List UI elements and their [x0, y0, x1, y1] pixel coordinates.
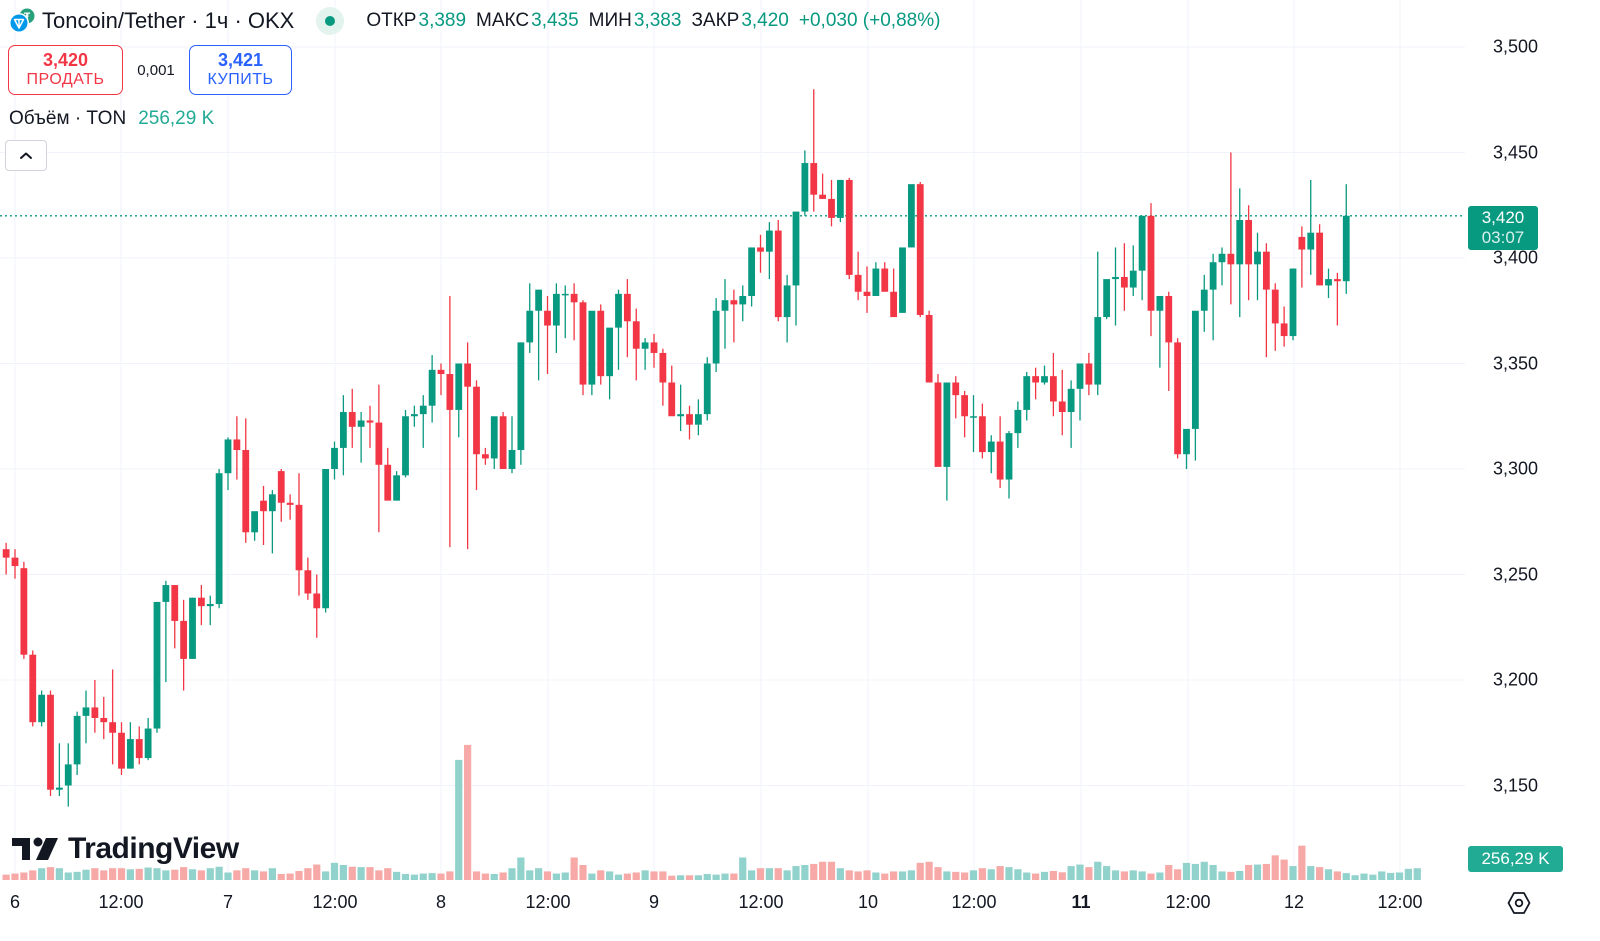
time-axis-label: 7: [222, 892, 234, 912]
time-axis-label: 12:00: [1377, 892, 1423, 912]
time-axis-label: 10: [857, 892, 879, 912]
symbol-icon: ₮: [8, 7, 36, 35]
time-axis-label: 12:00: [1165, 892, 1211, 912]
chart-legend-header: ₮ Toncoin/Tether · 1ч · OKX ОТКР 3,389 М…: [8, 6, 940, 36]
close-value: 3,420: [741, 10, 789, 31]
chart-grid: [0, 0, 1465, 880]
open-value: 3,389: [418, 10, 467, 31]
time-axis-label: 12:00: [738, 892, 784, 912]
buy-label: КУПИТЬ: [207, 71, 274, 88]
last-price-value: 3,420: [1481, 208, 1525, 227]
time-axis-label: 12: [1283, 892, 1305, 912]
price-axis-label: 3,250: [1492, 564, 1538, 584]
price-axis-label: 3,350: [1492, 353, 1538, 373]
price-axis-label: 3,500: [1492, 36, 1538, 57]
price-axis-label: 3,400: [1492, 247, 1538, 268]
low-label: МИН: [588, 10, 632, 31]
volume-legend[interactable]: Объём · TON 256,29 K: [9, 108, 214, 130]
collapse-legend-button[interactable]: [5, 140, 47, 171]
sell-label: ПРОДАТЬ: [26, 71, 105, 88]
trade-buttons: 3,420 ПРОДАТЬ 0,001 3,421 КУПИТЬ: [8, 45, 292, 95]
time-axis-label: 11: [1071, 892, 1091, 912]
change-value: +0,030 (+0,88%): [798, 10, 941, 31]
time-axis-label: 6: [9, 892, 21, 912]
svg-text:₮: ₮: [24, 12, 31, 22]
close-label: ЗАКР: [691, 10, 740, 31]
time-axis-label: 8: [435, 892, 447, 912]
price-candles: [2, 89, 1350, 807]
volume-bars: [2, 744, 1421, 880]
volume-label: Объём · TON: [9, 108, 127, 129]
time-axis-label: 9: [648, 892, 660, 912]
time-axis-label: 12:00: [98, 892, 144, 912]
time-axis-label: 12:00: [525, 892, 571, 912]
price-axis-label: 3,200: [1492, 669, 1538, 690]
sell-button[interactable]: 3,420 ПРОДАТЬ: [8, 45, 123, 95]
sell-price: 3,420: [42, 50, 89, 70]
buy-price: 3,421: [217, 50, 264, 70]
high-label: МАКС: [476, 10, 530, 31]
ohlc-values: ОТКР 3,389 МАКС 3,435 МИН 3,383 ЗАКР 3,4…: [366, 10, 940, 32]
bar-countdown: 03:07: [1481, 228, 1525, 247]
volume-tag: 256,29 K: [1468, 846, 1563, 872]
tradingview-logo-icon: [12, 837, 58, 860]
time-axis-label: 12:00: [312, 892, 358, 912]
chart-settings-button[interactable]: [1506, 890, 1532, 916]
tradingview-logo[interactable]: TradingView: [12, 832, 239, 866]
price-axis-label: 3,300: [1492, 458, 1538, 479]
market-status-icon[interactable]: [316, 7, 345, 35]
open-label: ОТКР: [366, 10, 417, 31]
spread-value: 0,001: [137, 61, 175, 79]
price-axis-label: 3,450: [1492, 142, 1538, 162]
chevron-up-icon: [20, 152, 32, 159]
buy-button[interactable]: 3,421 КУПИТЬ: [189, 45, 292, 95]
volume-value: 256,29 K: [138, 108, 215, 129]
price-axis-label: 3,150: [1492, 775, 1538, 795]
symbol-title[interactable]: Toncoin/Tether · 1ч · OKX: [42, 8, 295, 33]
last-price-tag: 3,420 03:07: [1468, 206, 1538, 250]
time-axis-label: 12:00: [951, 892, 997, 912]
tradingview-logo-text: TradingView: [68, 832, 239, 865]
high-value: 3,435: [531, 10, 579, 31]
settings-hexagon-icon: [1507, 892, 1531, 914]
low-value: 3,383: [633, 10, 682, 31]
